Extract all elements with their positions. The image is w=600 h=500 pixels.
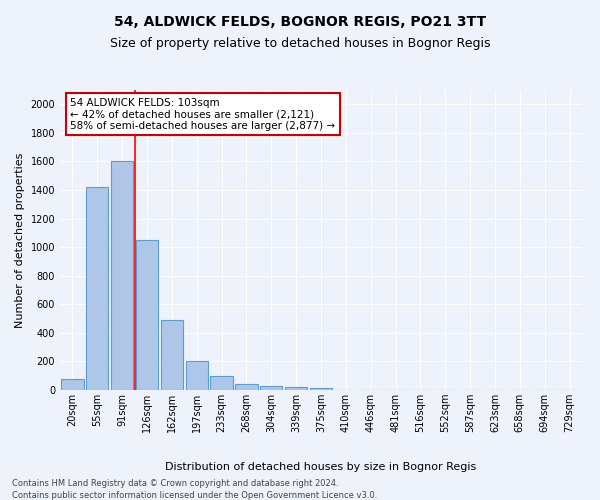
Text: Contains public sector information licensed under the Open Government Licence v3: Contains public sector information licen… — [12, 491, 377, 500]
Bar — [260, 386, 283, 390]
Bar — [161, 320, 183, 390]
Text: Size of property relative to detached houses in Bognor Regis: Size of property relative to detached ho… — [110, 38, 490, 51]
Bar — [235, 384, 257, 390]
Bar — [61, 378, 83, 390]
Bar — [136, 240, 158, 390]
Bar — [211, 376, 233, 390]
Text: 54 ALDWICK FELDS: 103sqm
← 42% of detached houses are smaller (2,121)
58% of sem: 54 ALDWICK FELDS: 103sqm ← 42% of detach… — [70, 98, 335, 130]
Bar — [185, 362, 208, 390]
Y-axis label: Number of detached properties: Number of detached properties — [15, 152, 25, 328]
Bar — [86, 187, 109, 390]
Bar — [285, 387, 307, 390]
Text: Distribution of detached houses by size in Bognor Regis: Distribution of detached houses by size … — [166, 462, 476, 472]
Text: Contains HM Land Registry data © Crown copyright and database right 2024.: Contains HM Land Registry data © Crown c… — [12, 479, 338, 488]
Bar — [310, 388, 332, 390]
Bar — [111, 162, 133, 390]
Text: 54, ALDWICK FELDS, BOGNOR REGIS, PO21 3TT: 54, ALDWICK FELDS, BOGNOR REGIS, PO21 3T… — [114, 15, 486, 29]
